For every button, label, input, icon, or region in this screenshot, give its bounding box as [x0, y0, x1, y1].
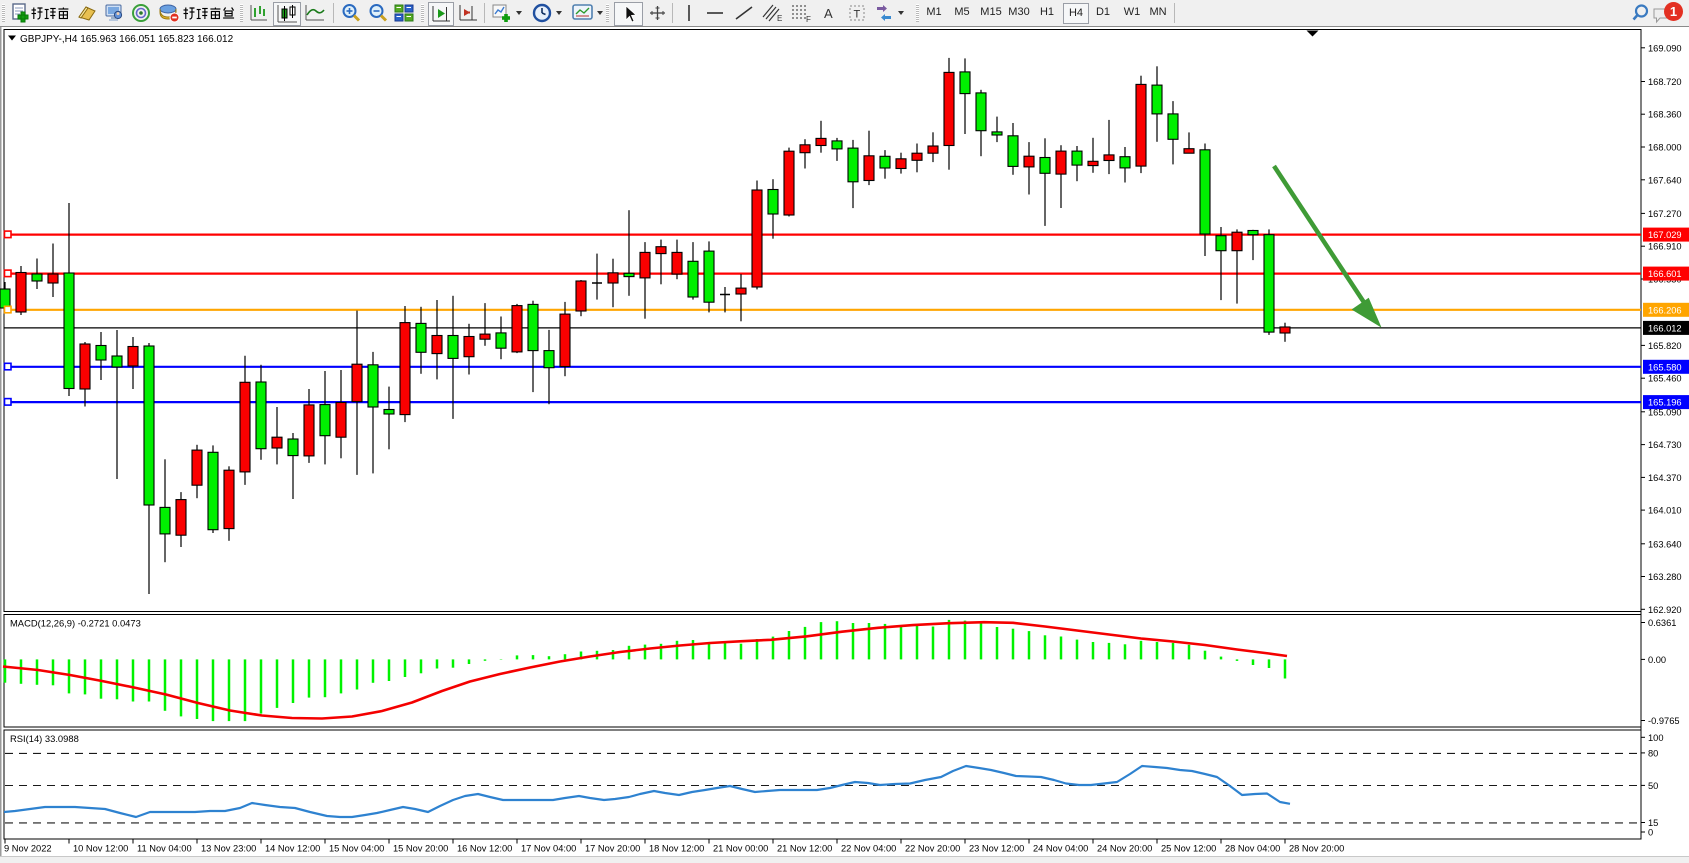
svg-text:166.910: 166.910: [1648, 242, 1682, 252]
svg-text:10 Nov 12:00: 10 Nov 12:00: [73, 844, 128, 854]
svg-text:11 Nov 04:00: 11 Nov 04:00: [137, 844, 192, 854]
svg-text:165.820: 165.820: [1648, 341, 1682, 351]
svg-text:162.920: 162.920: [1648, 605, 1682, 615]
svg-text:28 Nov 20:00: 28 Nov 20:00: [1289, 844, 1344, 854]
svg-text:168.000: 168.000: [1648, 143, 1682, 153]
svg-text:9 Nov 2022: 9 Nov 2022: [4, 844, 52, 854]
svg-text:100: 100: [1648, 733, 1664, 743]
svg-text:GBPJPY-,H4 165.963 166.051 16: GBPJPY-,H4 165.963 166.051 165.823 166.0…: [20, 34, 234, 45]
svg-text:-0.9765: -0.9765: [1648, 716, 1680, 726]
svg-text:165.090: 165.090: [1648, 407, 1682, 417]
svg-text:167.270: 167.270: [1648, 209, 1682, 219]
svg-text:22 Nov 20:00: 22 Nov 20:00: [905, 844, 960, 854]
svg-text:164.370: 164.370: [1648, 473, 1682, 483]
svg-text:166.206: 166.206: [1648, 305, 1682, 315]
svg-text:165.196: 165.196: [1648, 398, 1682, 408]
svg-text:24 Nov 20:00: 24 Nov 20:00: [1097, 844, 1152, 854]
svg-text:RSI(14) 33.0988: RSI(14) 33.0988: [10, 733, 79, 744]
svg-text:167.029: 167.029: [1648, 230, 1682, 240]
svg-text:163.280: 163.280: [1648, 572, 1682, 582]
svg-text:17 Nov 20:00: 17 Nov 20:00: [585, 844, 640, 854]
svg-text:F: F: [806, 15, 811, 23]
svg-text:23 Nov 12:00: 23 Nov 12:00: [969, 844, 1024, 854]
svg-text:T: T: [854, 9, 861, 21]
svg-text:25 Nov 12:00: 25 Nov 12:00: [1161, 844, 1216, 854]
svg-text:18 Nov 12:00: 18 Nov 12:00: [649, 844, 704, 854]
svg-text:15 Nov 20:00: 15 Nov 20:00: [393, 844, 448, 854]
svg-text:166.601: 166.601: [1648, 269, 1682, 279]
svg-text:28 Nov 04:00: 28 Nov 04:00: [1225, 844, 1280, 854]
svg-text:167.640: 167.640: [1648, 175, 1682, 185]
svg-text:22 Nov 04:00: 22 Nov 04:00: [841, 844, 896, 854]
svg-text:0.6361: 0.6361: [1648, 618, 1676, 628]
svg-text:163.640: 163.640: [1648, 539, 1682, 549]
svg-text:E: E: [777, 14, 782, 23]
svg-text:14 Nov 12:00: 14 Nov 12:00: [265, 844, 320, 854]
svg-text:15 Nov 04:00: 15 Nov 04:00: [329, 844, 384, 854]
svg-text:21 Nov 00:00: 21 Nov 00:00: [713, 844, 768, 854]
svg-text:80: 80: [1648, 748, 1658, 758]
svg-text:50: 50: [1648, 781, 1658, 791]
svg-text:16 Nov 12:00: 16 Nov 12:00: [457, 844, 512, 854]
svg-text:MACD(12,26,9) -0.2721 0.0473: MACD(12,26,9) -0.2721 0.0473: [10, 618, 141, 629]
svg-text:13 Nov 23:00: 13 Nov 23:00: [201, 844, 256, 854]
svg-text:0: 0: [1648, 828, 1653, 838]
svg-text:164.010: 164.010: [1648, 506, 1682, 516]
svg-text:168.360: 168.360: [1648, 110, 1682, 120]
svg-text:15: 15: [1648, 818, 1658, 828]
svg-text:168.720: 168.720: [1648, 77, 1682, 87]
svg-text:21 Nov 12:00: 21 Nov 12:00: [777, 844, 832, 854]
svg-text:24 Nov 04:00: 24 Nov 04:00: [1033, 844, 1088, 854]
svg-text:165.460: 165.460: [1648, 374, 1682, 384]
svg-text:0.00: 0.00: [1648, 655, 1666, 665]
svg-text:169.090: 169.090: [1648, 43, 1682, 53]
svg-text:17 Nov 04:00: 17 Nov 04:00: [521, 844, 576, 854]
svg-text:166.012: 166.012: [1648, 323, 1682, 333]
svg-text:164.730: 164.730: [1648, 440, 1682, 450]
svg-text:165.580: 165.580: [1648, 362, 1682, 372]
